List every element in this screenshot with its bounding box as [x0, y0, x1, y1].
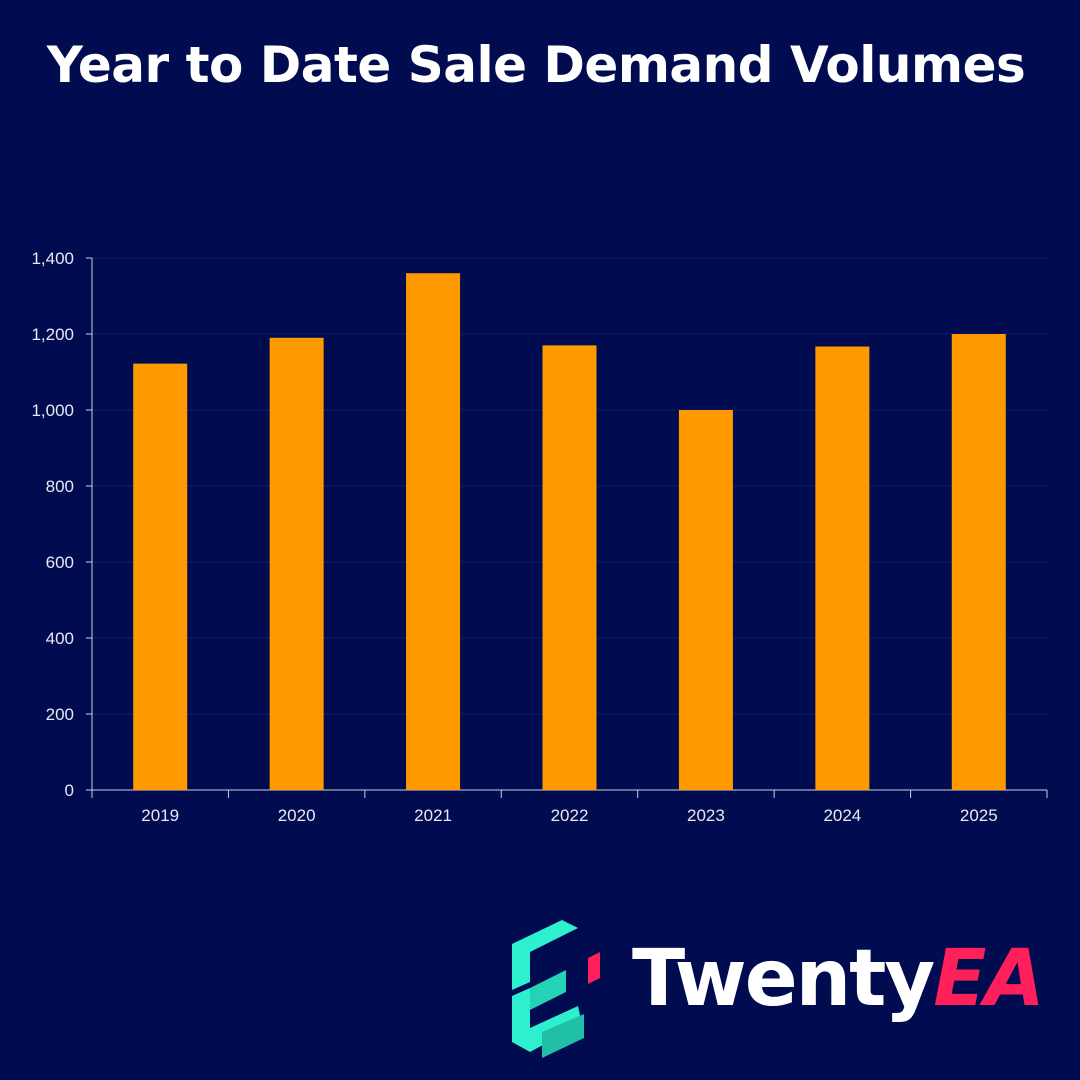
twentyea-e-mark-icon — [512, 920, 600, 1058]
twentyea-logo: TwentyEA — [508, 920, 1048, 1065]
bar-2023 — [678, 410, 733, 790]
logo-name-main: Twenty — [632, 934, 935, 1024]
x-tick-label: 2019 — [141, 806, 179, 825]
x-tick-label: 2023 — [687, 806, 725, 825]
y-tick-label: 800 — [46, 477, 74, 496]
bar-2022 — [542, 345, 597, 790]
y-tick-label: 1,000 — [31, 401, 74, 420]
bar-2019 — [133, 363, 188, 790]
y-tick-label: 600 — [46, 553, 74, 572]
x-tick-label: 2021 — [414, 806, 452, 825]
bar-2021 — [406, 273, 461, 790]
chart-title: Year to Date Sale Demand Volumes — [46, 36, 1026, 94]
x-tick-label: 2024 — [823, 806, 861, 825]
y-tick-label: 400 — [46, 629, 74, 648]
x-tick-label: 2022 — [551, 806, 589, 825]
logo-wordmark: TwentyEA — [632, 940, 1045, 1018]
bar-2025 — [951, 334, 1006, 790]
x-tick-label: 2020 — [278, 806, 316, 825]
y-tick-label: 0 — [65, 781, 74, 800]
y-tick-label: 1,200 — [31, 325, 74, 344]
bar-2020 — [269, 337, 324, 790]
bar-2024 — [815, 346, 870, 790]
y-tick-label: 200 — [46, 705, 74, 724]
logo-name-accent: EA — [933, 934, 1045, 1024]
y-tick-label: 1,400 — [31, 249, 74, 268]
x-tick-label: 2025 — [960, 806, 998, 825]
